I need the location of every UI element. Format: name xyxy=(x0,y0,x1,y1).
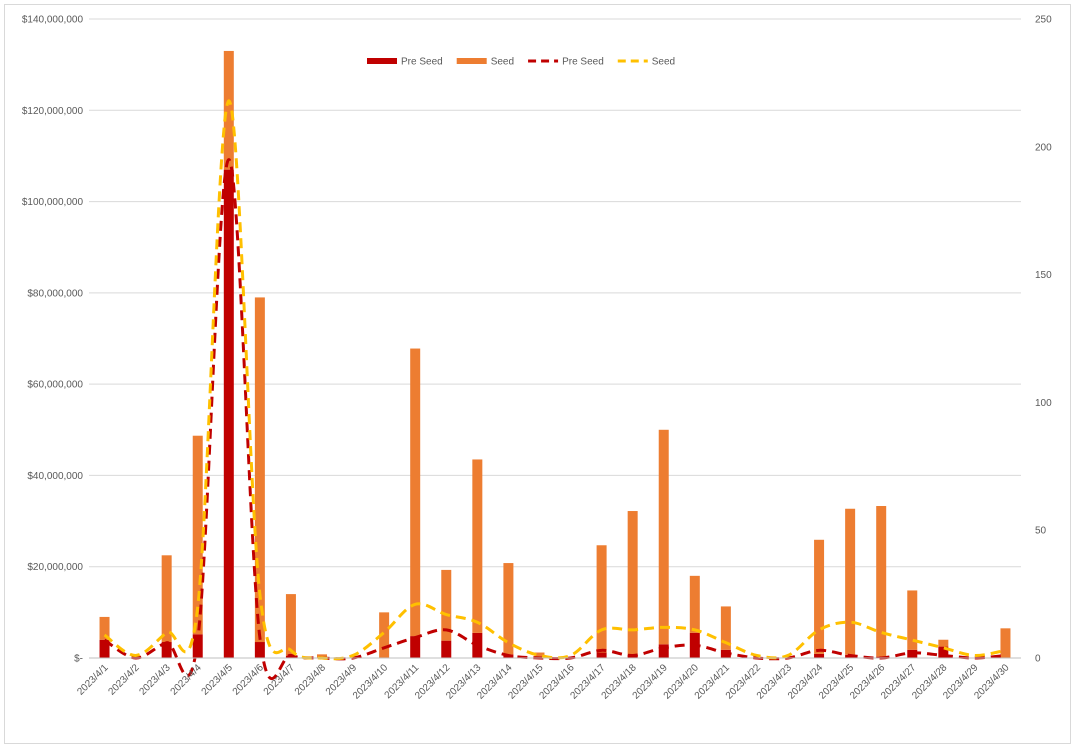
x-tick-label: 2023/4/2 xyxy=(106,662,142,698)
legend-label: Pre Seed xyxy=(562,57,604,68)
bar-pre-seed xyxy=(254,642,265,658)
legend-label: Seed xyxy=(652,57,675,68)
bar-seed xyxy=(223,50,234,170)
y-right-tick-label: 0 xyxy=(1035,654,1041,665)
legend-label: Pre Seed xyxy=(401,57,443,68)
legend-item: Seed xyxy=(456,57,514,68)
bar-seed xyxy=(441,569,452,641)
bar-seed xyxy=(814,539,825,654)
chart-frame: $- $20,000,000 $40,000,000 $60,000,000 $80,0… xyxy=(4,4,1071,744)
x-tick-label: 2023/4/8 xyxy=(293,662,329,698)
bar-seed xyxy=(596,545,607,653)
x-tick-label: 2023/4/4 xyxy=(169,662,205,698)
bar-seed xyxy=(472,459,483,633)
bar-pre-seed xyxy=(938,646,949,658)
bar-seed xyxy=(254,297,265,643)
y-right-tick-label: 150 xyxy=(1035,270,1052,281)
bar-seed xyxy=(876,506,887,657)
bar-seed xyxy=(503,563,514,655)
line-seed xyxy=(103,99,1006,661)
bar-seed xyxy=(317,654,327,658)
x-tick-label: 2023/4/3 xyxy=(137,662,173,698)
y-left-tick-label: $40,000,000 xyxy=(27,471,83,482)
y-right-tick-label: 250 xyxy=(1035,15,1052,26)
y-right-tick-label: 50 xyxy=(1035,526,1047,537)
bar-seed xyxy=(658,429,669,645)
legend-swatch xyxy=(367,58,397,64)
bar-seed xyxy=(410,348,421,637)
bar-seed xyxy=(192,435,203,635)
y-left-tick-label: $100,000,000 xyxy=(22,197,84,208)
bar-seed xyxy=(845,508,856,655)
y-left-tick-label: $60,000,000 xyxy=(27,380,83,391)
bar-seed xyxy=(534,652,545,658)
axes: $- $20,000,000 $40,000,000 $60,000,000 $80,0… xyxy=(22,15,1052,702)
bar-seed xyxy=(285,594,296,656)
bar-pre-seed xyxy=(223,169,234,658)
x-tick-label: 2023/4/5 xyxy=(200,662,236,698)
bar-seed xyxy=(99,616,110,640)
bar-seed xyxy=(720,606,731,650)
line-series xyxy=(103,99,1006,681)
y-right-tick-label: 100 xyxy=(1035,398,1052,409)
y-left-tick-label: $80,000,000 xyxy=(27,288,83,299)
bar-pre-seed xyxy=(99,639,110,658)
line-pre-seed xyxy=(103,158,1006,681)
y-right-tick-label: 200 xyxy=(1035,142,1052,153)
x-tick-label: 2023/4/6 xyxy=(231,662,267,698)
bar-seed xyxy=(689,575,700,633)
bar-pre-seed xyxy=(814,653,825,658)
bar-seed xyxy=(161,555,172,643)
bar-seed xyxy=(907,590,918,650)
x-tick-label: 2023/4/1 xyxy=(75,662,111,698)
bar-pre-seed xyxy=(441,640,452,658)
bar-seed xyxy=(1000,628,1011,658)
legend: Pre Seed Seed Pre Seed Seed xyxy=(367,57,675,68)
y-left-tick-label: $- xyxy=(74,654,83,665)
bar-seed xyxy=(379,612,390,658)
combo-chart: $- $20,000,000 $40,000,000 $60,000,000 $80,0… xyxy=(22,15,1052,702)
bar-pre-seed xyxy=(596,652,607,658)
bar-pre-seed xyxy=(658,644,669,658)
bar-pre-seed xyxy=(161,642,172,658)
legend-label: Seed xyxy=(491,57,514,68)
legend-item: Seed xyxy=(617,57,675,68)
legend-item: Pre Seed xyxy=(367,57,443,68)
y-left-tick-label: $20,000,000 xyxy=(27,562,83,573)
bar-seed xyxy=(938,639,949,647)
y-left-tick-label: $140,000,000 xyxy=(22,15,84,26)
bar-seed xyxy=(627,511,638,655)
legend-item: Pre Seed xyxy=(528,57,604,68)
y-left-tick-label: $120,000,000 xyxy=(22,106,84,117)
legend-swatch xyxy=(456,58,487,64)
bar-pre-seed xyxy=(410,636,421,658)
